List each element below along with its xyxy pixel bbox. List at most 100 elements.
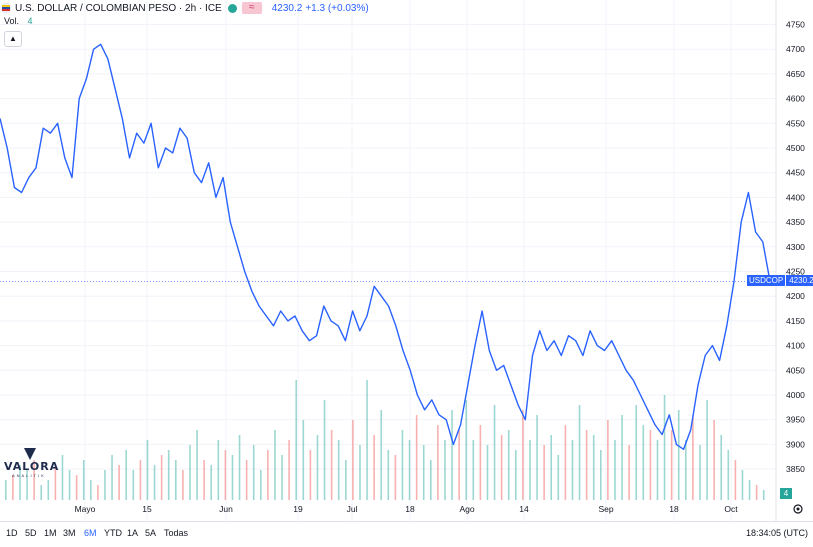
- volume-bar: [352, 420, 354, 500]
- utc-clock[interactable]: 18:34:05 (UTC): [745, 528, 808, 538]
- volume-bar: [734, 460, 737, 500]
- price-change: +1.3 (+0.03%): [305, 2, 369, 14]
- symbol-title[interactable]: U.S. DOLLAR / COLOMBIAN PESO · 2h · ICE: [15, 2, 222, 14]
- volume-bar: [90, 480, 92, 500]
- volume-bars: [5, 380, 765, 500]
- x-tick-label: 15: [142, 504, 152, 514]
- volume-bar: [82, 460, 85, 500]
- volume-bar: [47, 480, 50, 500]
- volume-bar: [196, 430, 198, 500]
- volume-bar: [288, 440, 290, 500]
- y-tick-label: 4500: [786, 143, 805, 153]
- volume-bar: [422, 445, 425, 500]
- logo-name: VALORA: [4, 460, 60, 473]
- volume-bar: [267, 450, 269, 500]
- volume-bar: [189, 445, 191, 500]
- price-tag-symbol: USDCOP: [747, 275, 786, 286]
- volume-bar: [755, 485, 758, 500]
- volume-bar: [642, 425, 645, 500]
- logo-tagline: ANALITIK: [12, 473, 46, 478]
- volume-bar: [146, 440, 149, 500]
- range-1a[interactable]: 1A: [127, 528, 139, 538]
- volume-bar: [175, 460, 177, 500]
- volume-bar: [692, 415, 694, 500]
- volume-bar: [160, 455, 163, 500]
- volume-bar: [5, 480, 7, 500]
- gear-icon[interactable]: [792, 503, 804, 515]
- volume-bar: [564, 425, 567, 500]
- x-tick-label: Mayo: [75, 504, 96, 514]
- volume-bar: [217, 440, 220, 500]
- valora-logo: [24, 448, 36, 460]
- volume-bar: [281, 455, 283, 500]
- volume-bar: [210, 465, 213, 500]
- range-3m[interactable]: 3M: [63, 528, 76, 538]
- volume-bar: [515, 450, 517, 500]
- volume-bar: [748, 480, 751, 500]
- collapse-legend-button[interactable]: ▲: [4, 31, 22, 47]
- volume-bar: [118, 465, 120, 500]
- volume-bar: [231, 455, 234, 500]
- volume-bar: [607, 420, 609, 500]
- range-5a[interactable]: 5A: [145, 528, 157, 538]
- volume-bar: [224, 450, 227, 500]
- x-tick-label: 14: [519, 504, 529, 514]
- volume-bar: [444, 440, 446, 500]
- volume-bar: [628, 445, 630, 500]
- last-price: 4230.2: [271, 2, 303, 14]
- grid: [0, 0, 776, 521]
- volume-bar: [182, 470, 184, 500]
- volume-bar: [61, 455, 64, 500]
- range-1d[interactable]: 1D: [6, 528, 18, 538]
- range-ytd[interactable]: YTD: [104, 528, 122, 538]
- volume-bar: [68, 470, 71, 500]
- y-tick-label: 4750: [786, 20, 805, 30]
- volume-bar: [529, 440, 531, 500]
- range-6m[interactable]: 6M: [84, 528, 97, 538]
- price-tag-value: 4230.2: [785, 275, 813, 286]
- volume-bar: [507, 430, 510, 500]
- price-axis[interactable]: 3850 3900 3950 4000 4050 4100 4150 4200 4250 4300…: [786, 20, 805, 475]
- volume-bar: [19, 465, 21, 500]
- volume-bar: [649, 430, 652, 500]
- volume-bar: [614, 440, 616, 500]
- flag-icon: [0, 2, 12, 14]
- volume-value: 4: [27, 16, 33, 26]
- range-1m[interactable]: 1M: [44, 528, 57, 538]
- volume-bar: [359, 445, 361, 500]
- volume-bar: [75, 475, 78, 500]
- volume-bar: [685, 440, 687, 500]
- volume-bar: [472, 440, 475, 500]
- x-tick-label: Ago: [459, 504, 474, 514]
- compare-button[interactable]: ≈: [241, 2, 262, 14]
- y-tick-label: 3900: [786, 439, 805, 449]
- volume-bar: [762, 490, 765, 500]
- volume-bar: [585, 430, 588, 500]
- range-5d[interactable]: 5D: [25, 528, 37, 538]
- volume-bar: [578, 405, 581, 500]
- y-tick-label: 3950: [786, 415, 805, 425]
- volume-bar: [437, 425, 439, 500]
- range-todas[interactable]: Todas: [164, 528, 189, 538]
- volume-bar: [302, 420, 305, 500]
- volume-bar: [486, 445, 489, 500]
- volume-bar: [366, 380, 368, 500]
- volume-bar: [260, 470, 262, 500]
- volume-bar: [713, 420, 715, 500]
- x-tick-label: Oct: [724, 504, 738, 514]
- volume-bar: [104, 470, 106, 500]
- x-tick-label: Sep: [598, 504, 613, 514]
- volume-bar: [500, 435, 503, 500]
- y-tick-label: 4650: [786, 69, 805, 79]
- volume-bar: [323, 400, 326, 500]
- y-tick-label: 4700: [786, 44, 805, 54]
- volume-bar: [451, 410, 453, 500]
- volume-bar: [479, 425, 482, 500]
- y-tick-label: 4000: [786, 390, 805, 400]
- volume-bar: [536, 415, 538, 500]
- time-axis[interactable]: Mayo 15 Jun 19 Jul 18 Ago 14 Sep 18 Oct: [75, 504, 739, 514]
- volume-bar: [394, 455, 397, 500]
- y-tick-label: 4200: [786, 291, 805, 301]
- x-tick-label: 18: [405, 504, 415, 514]
